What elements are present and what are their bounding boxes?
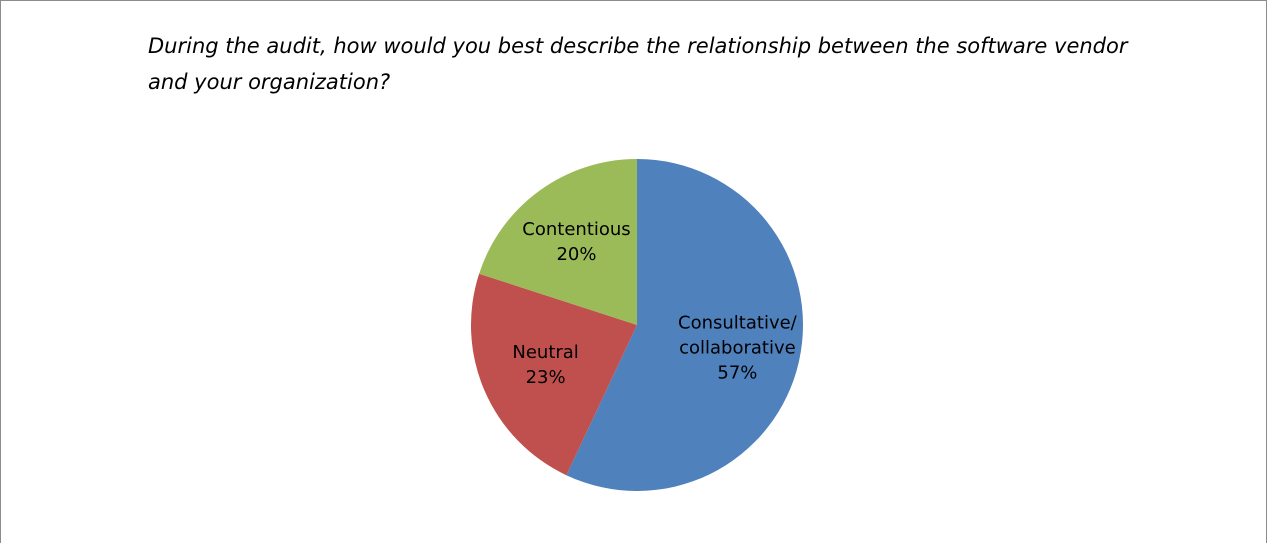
pie-labels: Consultative/collaborative 57% Neutral 23% C…: [512, 219, 797, 388]
slice-label-line: 23%: [526, 367, 566, 388]
slice-label-line: 57%: [717, 363, 757, 384]
pie-slice-contentious: [479, 159, 637, 325]
slice-label-neutral: Neutral 23%: [512, 342, 578, 388]
slice-label-line: Neutral: [512, 342, 578, 363]
slice-label-line: Consultative/: [678, 313, 798, 334]
chart-title: During the audit, how would you best des…: [148, 34, 1128, 94]
slice-label-line: collaborative: [679, 338, 796, 359]
slice-label-consultative-collaborative: Consultative/collaborative 57%: [678, 313, 798, 384]
pie-slice-consultative-collaborative: [566, 159, 804, 491]
pie-slices: [470, 159, 804, 491]
slice-label-contentious: Contentious 20%: [522, 219, 630, 265]
slice-label-line: Contentious: [522, 219, 630, 240]
slice-label-line: 20%: [556, 244, 596, 265]
pie-slice-neutral: [470, 273, 637, 476]
